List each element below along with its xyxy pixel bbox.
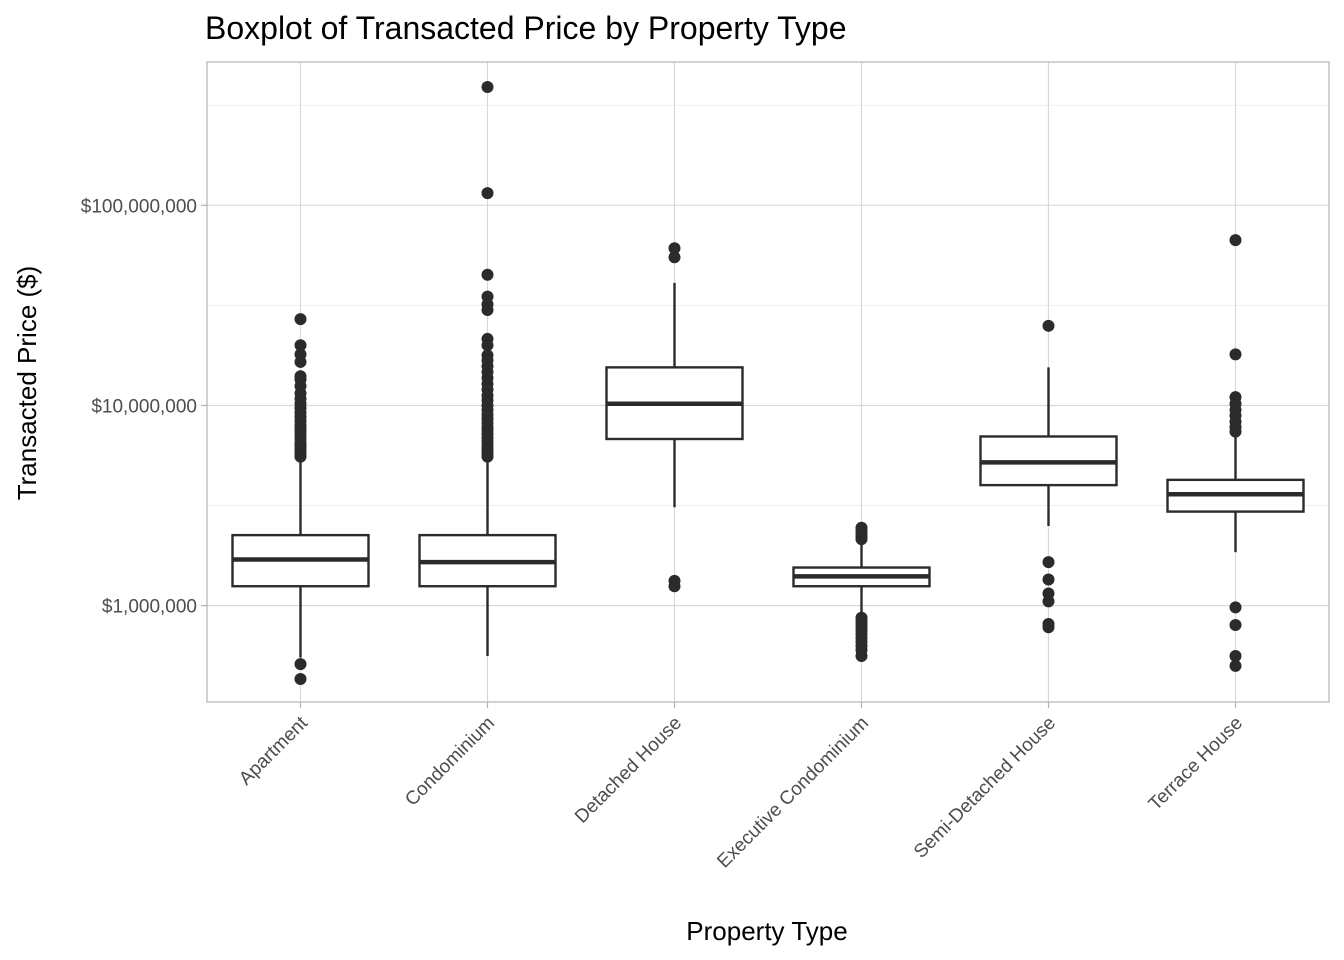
- box-group: [231, 313, 370, 685]
- plot-panel-border: [206, 61, 1330, 703]
- outlier-point: [481, 290, 494, 303]
- x-tick-label: Condominium: [401, 713, 499, 811]
- x-tick-label: Semi-Detached House: [910, 713, 1060, 863]
- outlier-point: [481, 349, 494, 362]
- outlier-point: [1229, 619, 1242, 632]
- outlier-point: [1042, 319, 1055, 332]
- outlier-point: [1229, 650, 1242, 663]
- x-tick-label: Detached House: [571, 713, 686, 828]
- outlier-point: [1042, 556, 1055, 569]
- box-group: [1166, 234, 1305, 672]
- outlier-point: [1042, 573, 1055, 586]
- box-group: [418, 81, 557, 657]
- outlier-point: [481, 81, 494, 94]
- outlier-point: [1229, 659, 1242, 672]
- outlier-point: [668, 574, 681, 587]
- outlier-point: [1229, 601, 1242, 614]
- outlier-point: [294, 658, 307, 671]
- outlier-point: [294, 672, 307, 685]
- box-group: [605, 242, 744, 593]
- y-tick-label: $1,000,000: [102, 597, 197, 618]
- outlier-point: [855, 611, 868, 624]
- outlier-point: [481, 268, 494, 281]
- x-tick-label: Terrace House: [1145, 713, 1247, 815]
- grid-lines: [207, 62, 1329, 702]
- box-group: [979, 319, 1118, 634]
- outlier-point: [1042, 617, 1055, 630]
- y-axis-title: Transacted Price ($): [12, 266, 42, 501]
- box-group: [792, 521, 931, 663]
- y-tick-label: $100,000,000: [81, 196, 197, 217]
- boxes: [231, 81, 1305, 685]
- outlier-point: [1042, 587, 1055, 600]
- outlier-point: [294, 348, 307, 361]
- outlier-point: [481, 187, 494, 200]
- axis-ticks: [201, 204, 1237, 708]
- outlier-point: [1229, 348, 1242, 361]
- outlier-point: [668, 242, 681, 255]
- outlier-point: [481, 332, 494, 345]
- outlier-point: [855, 521, 868, 534]
- outlier-point: [668, 251, 681, 264]
- chart-title: Boxplot of Transacted Price by Property …: [205, 10, 847, 46]
- y-tick-label: $10,000,000: [91, 396, 197, 417]
- outlier-point: [1229, 391, 1242, 404]
- x-tick-label: Executive Condominium: [713, 713, 873, 873]
- outlier-point: [294, 339, 307, 352]
- x-axis-title: Property Type: [686, 916, 847, 946]
- outlier-point: [294, 313, 307, 326]
- outlier-point: [294, 370, 307, 383]
- outlier-point: [1229, 234, 1242, 247]
- x-tick-label: Apartment: [235, 712, 312, 789]
